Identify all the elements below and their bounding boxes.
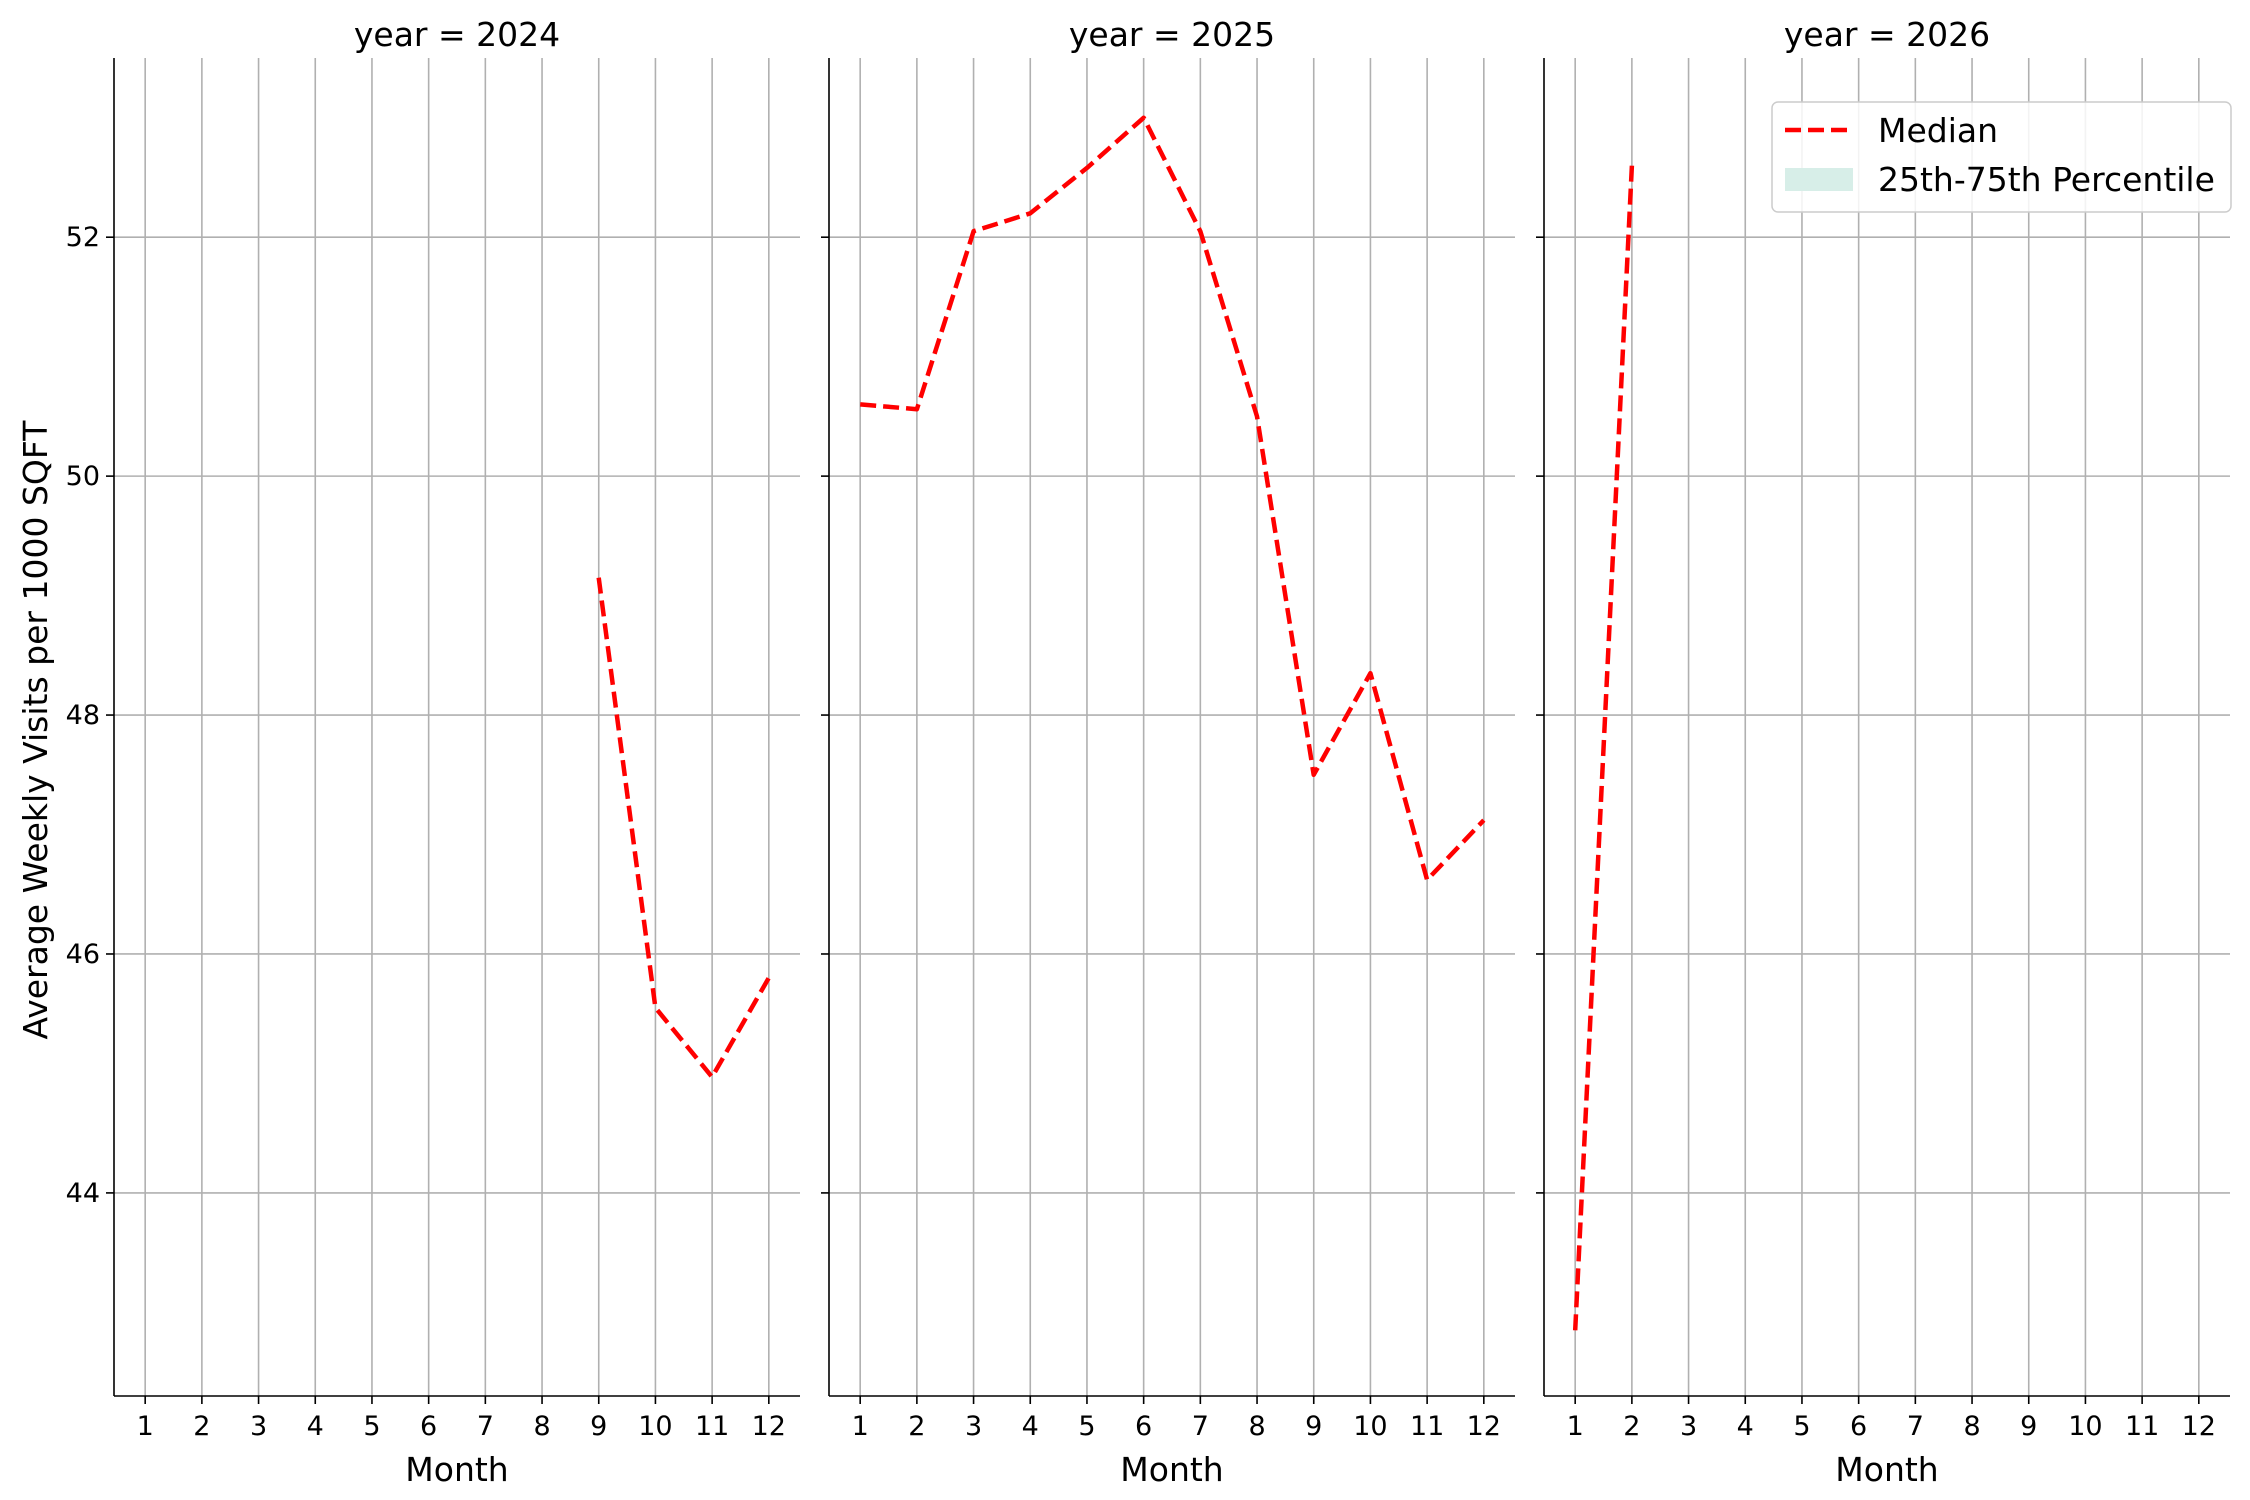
median-line: [596, 577, 771, 1080]
x-tick-label: 10: [638, 1411, 672, 1442]
y-tick-label: 44: [66, 1178, 100, 1209]
x-tick-label: 2: [1623, 1411, 1640, 1442]
x-tick-label: 9: [2020, 1411, 2037, 1442]
x-axis-label: Month: [405, 1450, 508, 1489]
x-tick-label: 5: [1793, 1411, 1810, 1442]
panel-title: year = 2024: [354, 15, 560, 54]
median-line: [1572, 165, 1635, 1331]
x-tick-label: 5: [1078, 1411, 1095, 1442]
legend-frame: [1771, 101, 2232, 213]
x-tick-label: 1: [1567, 1411, 1584, 1442]
y-tick-label: 48: [66, 700, 100, 731]
x-tick-label: 11: [1410, 1411, 1444, 1442]
x-axis-label: Month: [1835, 1450, 1938, 1489]
legend-median-label: Median: [1878, 111, 1998, 150]
x-tick-label: 1: [852, 1411, 869, 1442]
x-tick-label: 11: [2125, 1411, 2159, 1442]
x-tick-label: 11: [695, 1411, 729, 1442]
legend-percentile-label: 25th-75th Percentile: [1878, 160, 2215, 199]
x-tick-label: 7: [477, 1411, 494, 1442]
x-tick-label: 8: [533, 1411, 550, 1442]
x-tick-label: 6: [1850, 1411, 1867, 1442]
x-tick-label: 6: [1135, 1411, 1152, 1442]
x-axis-label: Month: [1120, 1450, 1223, 1489]
y-tick-label: 50: [66, 461, 100, 492]
x-tick-label: 8: [1248, 1411, 1265, 1442]
x-tick-label: 3: [1680, 1411, 1697, 1442]
legend-percentile-swatch: [1785, 168, 1853, 191]
x-tick-label: 12: [1467, 1411, 1501, 1442]
x-tick-label: 7: [1907, 1411, 1924, 1442]
x-tick-label: 4: [1022, 1411, 1039, 1442]
legend: Median 25th-75th Percentile: [1771, 101, 2232, 213]
y-tick-label: 46: [66, 939, 100, 970]
x-tick-label: 5: [363, 1411, 380, 1442]
x-tick-label: 3: [250, 1411, 267, 1442]
x-tick-label: 2: [908, 1411, 925, 1442]
median-line: [860, 115, 1486, 883]
y-axis-label: Average Weekly Visits per 1000 SQFT: [16, 420, 55, 1040]
x-tick-label: 3: [965, 1411, 982, 1442]
x-tick-label: 10: [2068, 1411, 2102, 1442]
x-tick-label: 8: [1963, 1411, 1980, 1442]
x-tick-label: 10: [1353, 1411, 1387, 1442]
panel-title: year = 2025: [1069, 15, 1275, 54]
x-tick-label: 4: [1737, 1411, 1754, 1442]
panel-title: year = 2026: [1784, 15, 1990, 54]
x-tick-label: 12: [2182, 1411, 2216, 1442]
y-tick-label: 52: [66, 222, 100, 253]
x-tick-label: 2: [193, 1411, 210, 1442]
x-tick-label: 6: [420, 1411, 437, 1442]
x-tick-label: 4: [307, 1411, 324, 1442]
x-tick-label: 1: [137, 1411, 154, 1442]
x-tick-label: 9: [1305, 1411, 1322, 1442]
x-tick-label: 9: [590, 1411, 607, 1442]
x-tick-label: 12: [752, 1411, 786, 1442]
x-tick-label: 7: [1192, 1411, 1209, 1442]
